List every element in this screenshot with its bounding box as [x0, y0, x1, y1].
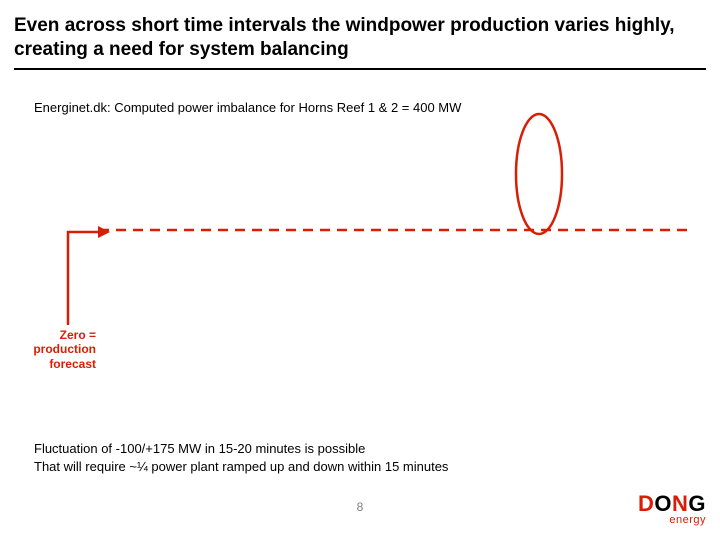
- zero-label: Zero = production forecast: [18, 328, 96, 371]
- zero-label-line1: Zero =: [60, 328, 96, 342]
- conclusion-line2: That will require ~¼ power plant ramped …: [34, 459, 448, 474]
- logo-main-text: DONG: [638, 495, 706, 514]
- conclusion-line1: Fluctuation of -100/+175 MW in 15-20 min…: [34, 441, 365, 456]
- page-number: 8: [0, 500, 720, 514]
- title-underline: [14, 68, 706, 70]
- highlight-ellipse: [516, 114, 562, 234]
- dong-energy-logo: DONG energy: [638, 495, 706, 526]
- zero-label-line3: forecast: [49, 357, 96, 371]
- zero-arrow: [68, 232, 98, 325]
- slide-title: Even across short time intervals the win…: [14, 14, 694, 62]
- zero-arrow-head: [98, 226, 110, 238]
- chart-subtitle: Energinet.dk: Computed power imbalance f…: [34, 100, 461, 117]
- conclusion-text: Fluctuation of -100/+175 MW in 15-20 min…: [34, 440, 448, 475]
- zero-label-line2: production: [33, 342, 96, 356]
